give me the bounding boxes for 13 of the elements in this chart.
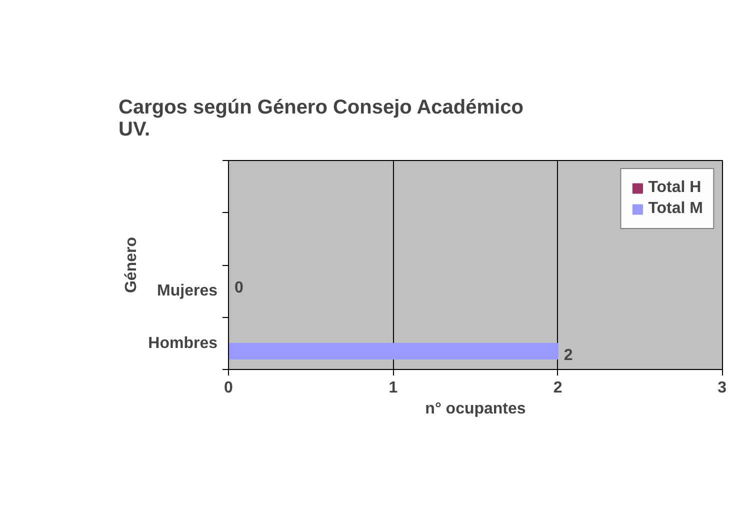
legend-label: Total H bbox=[648, 179, 702, 197]
y-tick-label: Hombres bbox=[148, 334, 218, 352]
data-label: 2 bbox=[564, 347, 573, 364]
x-tick-label: 1 bbox=[388, 380, 398, 396]
x-tick-label: 3 bbox=[718, 380, 727, 396]
x-tick-label: 0 bbox=[224, 380, 234, 396]
x-axis-title: n° ocupantes bbox=[425, 400, 526, 418]
legend-label: Total M bbox=[648, 200, 703, 218]
chart-title: Cargos según Género Consejo Académico UV. bbox=[118, 96, 524, 140]
y-tick-label: Mujeres bbox=[157, 282, 218, 300]
x-tick-label: 2 bbox=[553, 380, 562, 396]
data-label: 0 bbox=[234, 279, 244, 296]
y-axis-title: Género bbox=[123, 236, 140, 294]
